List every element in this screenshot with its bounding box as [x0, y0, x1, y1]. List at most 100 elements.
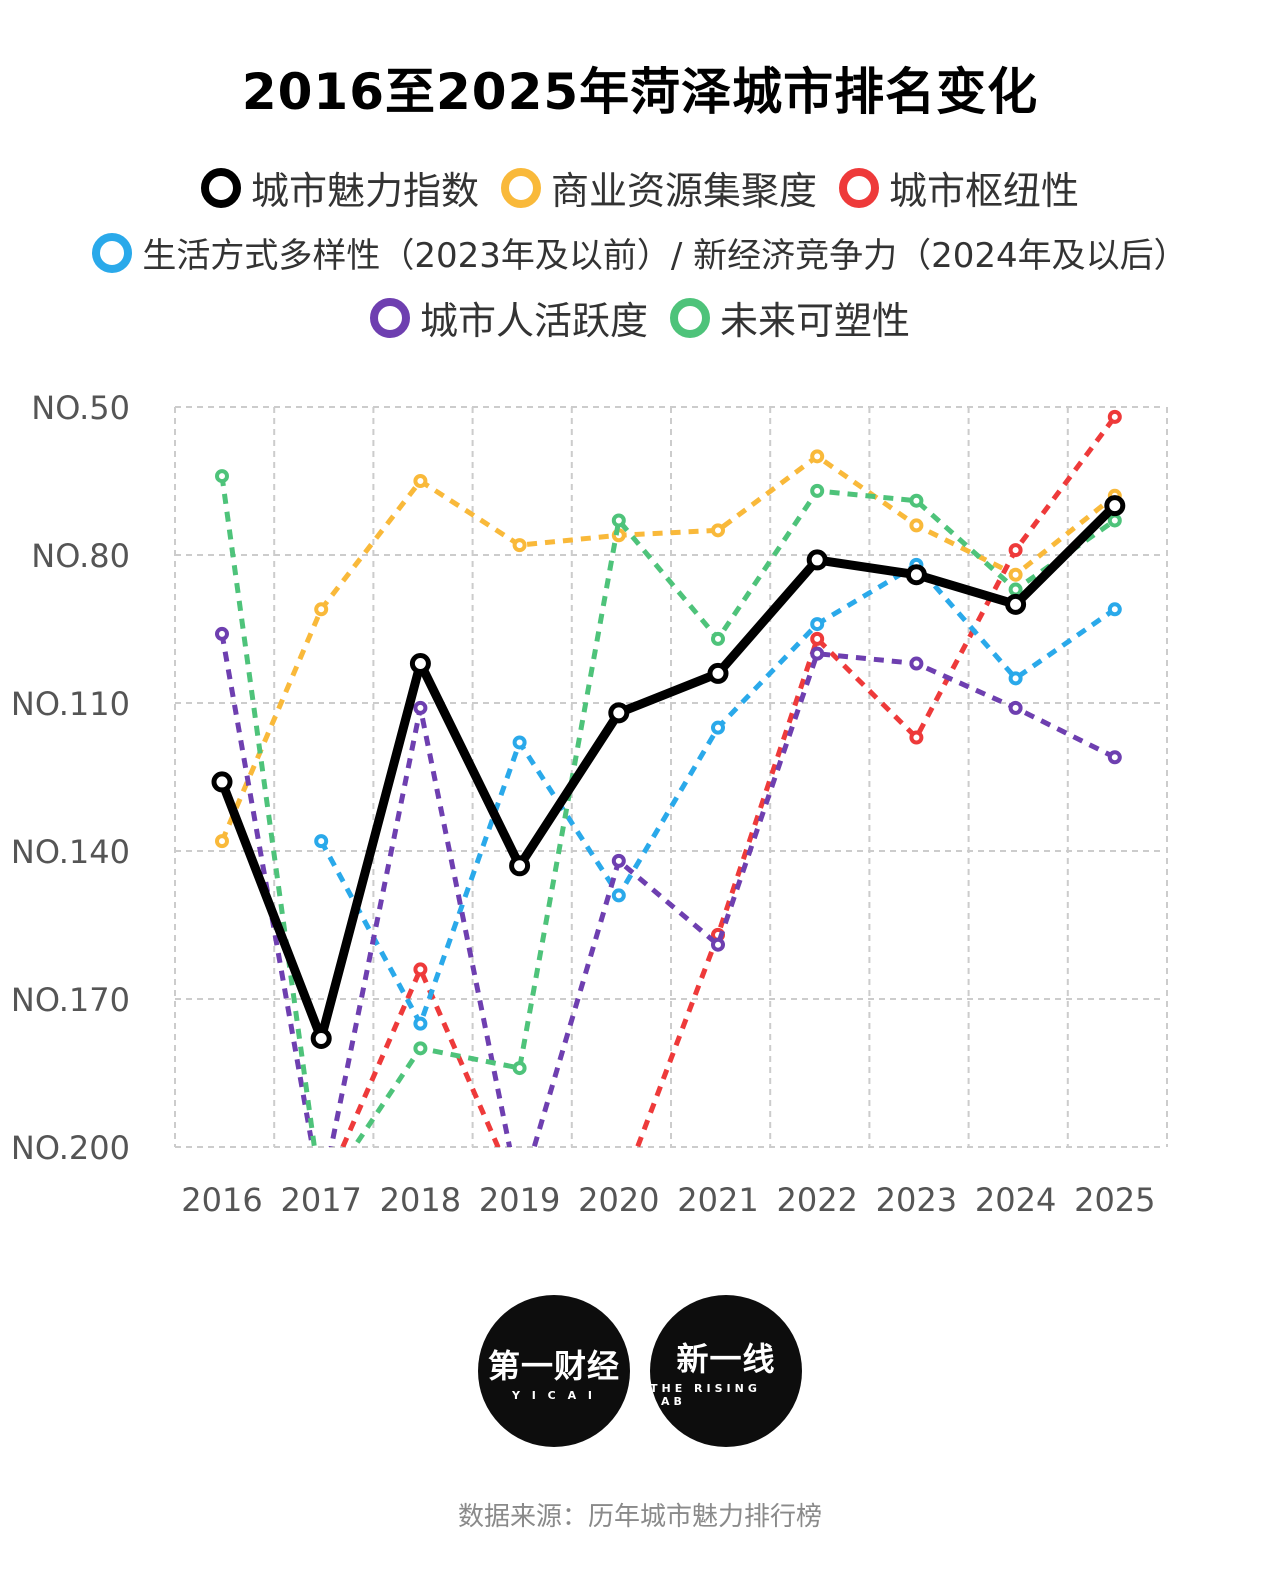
- data-point: [1107, 409, 1122, 424]
- legend-item-lifestyle: 生活方式多样性（2023年及以前）/ 新经济竞争力（2024年及以后）: [92, 228, 1188, 277]
- x-tick-label: 2020: [578, 1181, 659, 1219]
- data-point: [611, 853, 626, 868]
- y-tick-label: NO.80: [31, 537, 130, 575]
- data-point: [413, 962, 428, 977]
- data-point: [310, 1027, 332, 1049]
- data-point: [1008, 700, 1023, 715]
- legend-label: 生活方式多样性（2023年及以前）/ 新经济竞争力（2024年及以后）: [142, 236, 1188, 276]
- logo-main-text: 新一线: [676, 1340, 776, 1378]
- y-tick-label: NO.50: [31, 389, 130, 427]
- data-point: [413, 1016, 428, 1031]
- legend-item-future: 未来可塑性: [670, 290, 910, 345]
- y-tick-label: NO.140: [11, 833, 130, 871]
- data-point: [215, 834, 229, 849]
- rising-lab-logo: 新一线 THE RISING LAB: [650, 1295, 802, 1447]
- data-point: [314, 602, 329, 617]
- data-point: [810, 646, 825, 661]
- x-tick-label: 2022: [776, 1181, 857, 1219]
- data-point: [211, 771, 233, 793]
- data-point: [1107, 513, 1122, 528]
- legend-marker-icon: [369, 297, 410, 338]
- data-point: [509, 855, 531, 877]
- data-point: [1008, 671, 1023, 686]
- data-point: [810, 617, 825, 632]
- data-point: [810, 449, 825, 464]
- yicai-logo: 第一财经 Y I C A I: [478, 1295, 630, 1447]
- x-tick-label: 2016: [181, 1181, 262, 1219]
- legend-item-charm: 城市魅力指数: [200, 160, 479, 215]
- data-point: [611, 513, 626, 528]
- data-point: [1008, 543, 1023, 558]
- x-tick-label: 2019: [479, 1181, 560, 1219]
- series-1: [215, 449, 1122, 849]
- x-tick-label: 2017: [280, 1181, 361, 1219]
- series-line: [340, 415, 1117, 1147]
- data-point: [413, 1041, 428, 1056]
- data-point: [1008, 567, 1023, 582]
- x-tick-label: 2024: [975, 1181, 1056, 1219]
- series-3: [314, 557, 1122, 1031]
- data-point: [711, 631, 725, 646]
- series-line: [219, 453, 1117, 843]
- data-point: [806, 549, 828, 571]
- data-point: [215, 626, 229, 641]
- series-0: [211, 495, 1126, 1049]
- data-source: 数据来源：历年城市魅力排行榜: [457, 1502, 822, 1532]
- data-point: [707, 662, 729, 684]
- line-chart: NO.50 NO.80 NO.110 NO.140 NO.170 NO.200 2016 20…: [11, 389, 1168, 1219]
- legend-item-commerce: 商业资源集聚度: [500, 160, 817, 215]
- data-point: [1008, 582, 1023, 597]
- y-tick-label: NO.170: [11, 981, 130, 1019]
- data-point: [611, 888, 626, 903]
- logos: 第一财经 Y I C A I 新一线 THE RISING LAB: [0, 1295, 1280, 1447]
- series-line: [217, 502, 1118, 1043]
- logo-main-text: 第一财经: [487, 1346, 620, 1385]
- legend-marker-icon: [500, 167, 541, 208]
- data-point: [413, 474, 428, 488]
- legend-label: 城市人活跃度: [419, 299, 648, 343]
- x-tick-label: 2018: [380, 1181, 461, 1219]
- data-point: [512, 538, 527, 553]
- data-point: [810, 631, 825, 646]
- series-5: [215, 469, 1122, 1147]
- series-line: [219, 633, 1116, 1147]
- legend-label: 城市魅力指数: [250, 169, 479, 213]
- x-tick-label: 2025: [1074, 1181, 1155, 1219]
- data-point: [1104, 495, 1126, 517]
- logo-sub-text: THE RISING LAB: [650, 1382, 761, 1408]
- y-tick-label: NO.200: [11, 1129, 130, 1167]
- legend-label: 商业资源集聚度: [550, 169, 817, 213]
- legend-row-3: 城市人活跃度 未来可塑性: [0, 290, 1280, 345]
- data-point: [409, 653, 431, 675]
- legend-marker-icon: [200, 167, 241, 208]
- data-point: [905, 564, 927, 586]
- data-point: [215, 469, 229, 484]
- data-point: [711, 720, 725, 735]
- data-point: [909, 493, 924, 508]
- data-point: [711, 523, 725, 538]
- legend-item-activity: 城市人活跃度: [369, 290, 648, 345]
- logo-sub-text: Y I C A I: [511, 1388, 597, 1402]
- legend-label: 未来可塑性: [720, 299, 911, 343]
- data-point: [1107, 750, 1122, 765]
- legend-marker-icon: [670, 297, 710, 338]
- data-point: [608, 702, 630, 724]
- legend-marker-icon: [839, 167, 879, 208]
- x-tick-label: 2021: [677, 1181, 758, 1219]
- x-tick-label: 2023: [876, 1181, 957, 1219]
- data-point: [512, 735, 527, 750]
- data-point: [512, 1061, 527, 1076]
- data-point: [909, 518, 924, 533]
- data-point: [909, 730, 924, 745]
- legend-row-1: 城市魅力指数 商业资源集聚度 城市枢纽性: [0, 160, 1280, 215]
- data-point: [413, 700, 428, 715]
- data-point: [909, 656, 924, 671]
- data-point: [810, 483, 825, 498]
- data-point: [1005, 593, 1027, 615]
- chart-title: 2016至2025年菏泽城市排名变化: [241, 63, 1039, 121]
- series-line: [219, 475, 1117, 1147]
- series-4: [215, 626, 1122, 1147]
- data-point: [1107, 602, 1122, 617]
- legend-item-hub: 城市枢纽性: [839, 160, 1079, 215]
- legend-row-2: 生活方式多样性（2023年及以前）/ 新经济竞争力（2024年及以后）: [0, 228, 1280, 277]
